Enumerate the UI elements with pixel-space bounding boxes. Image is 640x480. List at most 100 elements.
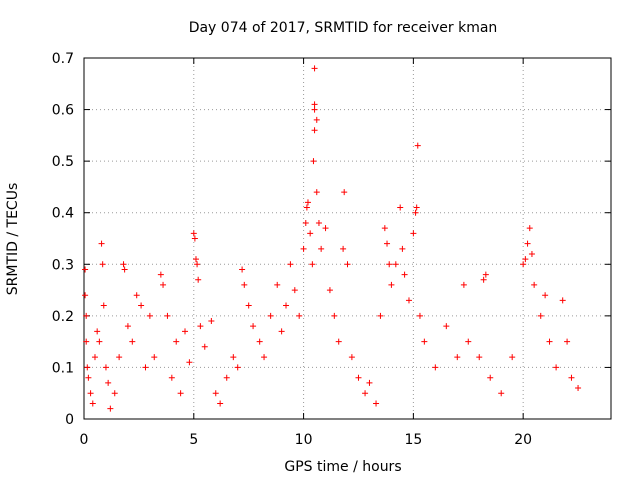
data-point (197, 323, 204, 330)
data-point (124, 323, 131, 330)
data-point (274, 281, 281, 288)
data-point (291, 287, 298, 294)
y-tick-label: 0.4 (52, 206, 74, 222)
data-point (223, 374, 230, 381)
data-point (304, 199, 311, 206)
data-point (234, 364, 241, 371)
data-point (498, 390, 505, 397)
data-point (432, 364, 439, 371)
data-point (82, 292, 89, 299)
data-point (151, 354, 158, 361)
data-point (212, 390, 219, 397)
data-point (146, 312, 153, 319)
data-point (341, 189, 348, 196)
data-point (528, 250, 535, 257)
data-point (392, 261, 399, 268)
data-point (107, 405, 114, 412)
y-tick-label: 0.1 (52, 360, 74, 376)
data-point (89, 400, 96, 407)
data-point (241, 281, 248, 288)
data-point (465, 338, 472, 345)
data-point (300, 245, 307, 252)
data-point (111, 390, 118, 397)
data-point (91, 354, 98, 361)
data-point (142, 364, 149, 371)
y-tick-label: 0.2 (52, 309, 74, 325)
data-point (531, 281, 538, 288)
data-point (377, 312, 384, 319)
data-point (386, 261, 393, 268)
data-point (250, 323, 257, 330)
data-point (416, 312, 423, 319)
data-point (190, 230, 197, 237)
data-point (217, 400, 224, 407)
data-point (307, 230, 314, 237)
data-point (322, 225, 329, 232)
data-point (487, 374, 494, 381)
data-point (331, 312, 338, 319)
data-point (120, 261, 127, 268)
x-tick-label: 0 (80, 432, 89, 448)
data-point (564, 338, 571, 345)
data-point (413, 204, 420, 211)
data-point (303, 204, 310, 211)
data-point (105, 379, 112, 386)
data-point (173, 338, 180, 345)
data-point (261, 354, 268, 361)
axis-ticks (83, 57, 611, 420)
data-point (82, 266, 89, 273)
data-point (102, 364, 109, 371)
data-point (476, 354, 483, 361)
data-point (344, 261, 351, 268)
x-tick-label: 5 (189, 432, 198, 448)
data-point (239, 266, 246, 273)
data-point (87, 390, 94, 397)
data-point (315, 220, 322, 227)
data-point (405, 297, 412, 304)
x-tick-label: 15 (404, 432, 422, 448)
data-point (164, 312, 171, 319)
data-point (310, 158, 317, 165)
data-point (194, 261, 201, 268)
data-point (526, 225, 533, 232)
data-point (381, 225, 388, 232)
data-point (318, 245, 325, 252)
data-point (138, 302, 145, 309)
y-tick-labels: 0 0.1 0.2 0.3 0.4 0.5 0.6 0.7 (52, 51, 74, 428)
data-point (575, 385, 582, 392)
data-point (311, 106, 318, 113)
data-point (302, 220, 309, 227)
data-point (509, 354, 516, 361)
data-point (177, 390, 184, 397)
data-point (480, 276, 487, 283)
data-point (311, 127, 318, 134)
data-point (388, 281, 395, 288)
data-point (230, 354, 237, 361)
data-point (98, 240, 105, 247)
data-point (100, 302, 107, 309)
data-point (421, 338, 428, 345)
data-point (568, 374, 575, 381)
data-point (366, 379, 373, 386)
data-point (546, 338, 553, 345)
data-point (522, 256, 529, 263)
data-point (201, 343, 208, 350)
data-point (83, 338, 90, 345)
data-point (373, 400, 380, 407)
plot-frame (83, 57, 612, 420)
data-point (191, 235, 198, 242)
y-tick-label: 0.3 (52, 257, 74, 273)
data-point (133, 292, 140, 299)
data-point (542, 292, 549, 299)
data-point (311, 101, 318, 108)
data-point (195, 276, 202, 283)
data-point (520, 261, 527, 268)
data-point (410, 230, 417, 237)
data-point (559, 297, 566, 304)
data-point (84, 364, 91, 371)
data-point (94, 328, 101, 335)
data-point (192, 256, 199, 263)
data-point (267, 312, 274, 319)
data-point (168, 374, 175, 381)
